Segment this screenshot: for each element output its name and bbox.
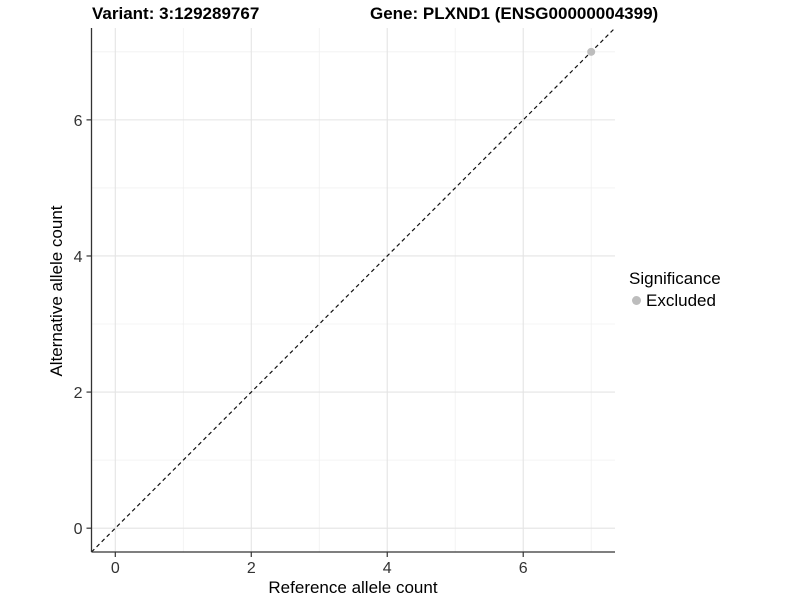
x-tick-label: 4 (383, 560, 392, 577)
legend-title: Significance (629, 269, 721, 288)
variant-title: Variant: 3:129289767 (92, 4, 260, 23)
excluded-point-icon (632, 296, 641, 305)
legend: Significance Excluded (629, 269, 721, 310)
legend-item-label: Excluded (646, 291, 716, 310)
y-tick-label: 6 (74, 113, 83, 130)
y-tick-label: 4 (74, 249, 83, 266)
identity-reference-line (91, 27, 616, 553)
y-axis-title: Alternative allele count (47, 205, 66, 377)
data-point-excluded (587, 47, 596, 56)
x-tick-label: 6 (519, 560, 528, 577)
gene-title: Gene: PLXND1 (ENSG00000004399) (370, 4, 659, 23)
x-axis-title: Reference allele count (268, 578, 438, 597)
y-tick-label: 2 (74, 385, 83, 402)
legend-item-excluded: Excluded (632, 291, 721, 310)
x-tick-label: 2 (247, 560, 256, 577)
y-tick-label: 0 (74, 521, 83, 538)
x-tick-label: 0 (111, 560, 120, 577)
